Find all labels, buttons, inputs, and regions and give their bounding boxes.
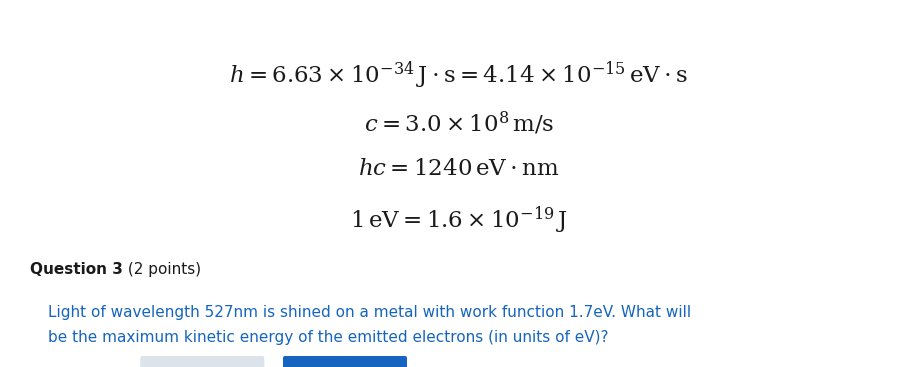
Text: $hc = 1240\,\mathrm{eV \cdot nm}$: $hc = 1240\,\mathrm{eV \cdot nm}$ — [358, 158, 560, 180]
Text: Light of wavelength 527nm is shined on a metal with work function 1.7eV. What wi: Light of wavelength 527nm is shined on a… — [48, 305, 691, 320]
FancyBboxPatch shape — [283, 356, 407, 367]
Text: be the maximum kinetic energy of the emitted electrons (in units of eV)?: be the maximum kinetic energy of the emi… — [48, 330, 609, 345]
Text: $c = 3.0 \times 10^{8}\,\mathrm{m/s}$: $c = 3.0 \times 10^{8}\,\mathrm{m/s}$ — [364, 110, 554, 137]
Text: Question 3: Question 3 — [30, 262, 123, 277]
FancyBboxPatch shape — [140, 356, 264, 367]
Text: $1\,\mathrm{eV} = 1.6 \times 10^{-19}\,\mathrm{J}$: $1\,\mathrm{eV} = 1.6 \times 10^{-19}\,\… — [350, 205, 568, 236]
Text: (2 points): (2 points) — [123, 262, 201, 277]
Text: $h = 6.63 \times 10^{-34}\,\mathrm{J \cdot s} = 4.14 \times 10^{-15}\,\mathrm{eV: $h = 6.63 \times 10^{-34}\,\mathrm{J \cd… — [230, 60, 688, 91]
